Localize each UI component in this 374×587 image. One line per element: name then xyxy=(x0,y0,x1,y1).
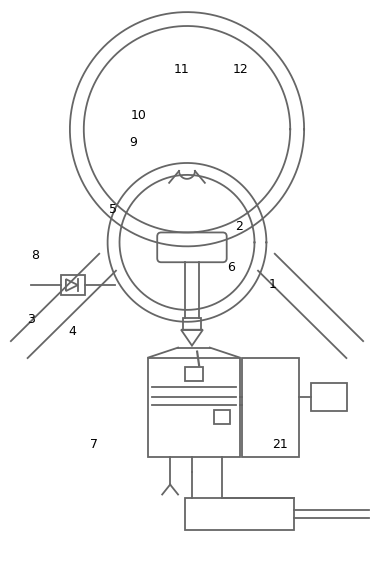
Text: 11: 11 xyxy=(174,63,189,76)
Bar xyxy=(183,318,201,330)
Bar xyxy=(242,357,299,457)
Text: 6: 6 xyxy=(228,261,236,274)
Text: 21: 21 xyxy=(272,438,288,451)
Text: 4: 4 xyxy=(68,325,76,338)
Text: 12: 12 xyxy=(233,63,249,76)
Bar xyxy=(214,410,230,424)
Bar xyxy=(311,383,347,411)
Text: 1: 1 xyxy=(269,278,276,291)
Text: 8: 8 xyxy=(31,249,39,262)
Bar xyxy=(185,367,203,382)
Text: 5: 5 xyxy=(109,203,117,215)
Bar xyxy=(185,498,294,530)
Text: 10: 10 xyxy=(131,109,147,122)
Bar xyxy=(148,357,240,457)
Text: 2: 2 xyxy=(235,220,243,233)
Bar xyxy=(61,275,85,295)
Text: 3: 3 xyxy=(27,313,35,326)
Text: 7: 7 xyxy=(90,438,98,451)
Text: 9: 9 xyxy=(129,136,137,149)
